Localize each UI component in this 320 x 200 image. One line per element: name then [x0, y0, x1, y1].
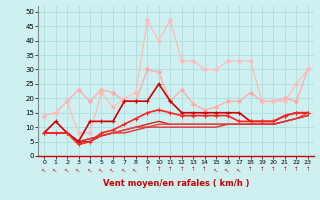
- Text: ↑: ↑: [294, 167, 299, 172]
- Text: ↑: ↑: [271, 167, 276, 172]
- Text: ↑: ↑: [87, 167, 93, 174]
- Text: ↑: ↑: [191, 167, 196, 172]
- Text: ↑: ↑: [75, 167, 82, 174]
- Text: ↑: ↑: [260, 167, 264, 172]
- Text: ↑: ↑: [283, 167, 287, 172]
- Text: ↑: ↑: [98, 167, 105, 174]
- Text: ↑: ↑: [52, 167, 59, 174]
- Text: ↑: ↑: [121, 167, 128, 174]
- Text: ↑: ↑: [236, 167, 243, 174]
- Text: ↑: ↑: [248, 167, 253, 172]
- X-axis label: Vent moyen/en rafales ( km/h ): Vent moyen/en rafales ( km/h ): [103, 179, 249, 188]
- Text: ↑: ↑: [224, 167, 231, 174]
- Text: ↑: ↑: [41, 167, 48, 174]
- Text: ↑: ↑: [168, 167, 172, 172]
- Text: ↑: ↑: [202, 167, 207, 172]
- Text: ↑: ↑: [109, 167, 116, 174]
- Text: ↑: ↑: [180, 167, 184, 172]
- Text: ↑: ↑: [145, 167, 150, 172]
- Text: ↑: ↑: [64, 167, 70, 174]
- Text: ↑: ↑: [132, 167, 139, 174]
- Text: ↑: ↑: [213, 167, 220, 174]
- Text: ↑: ↑: [306, 167, 310, 172]
- Text: ↑: ↑: [156, 167, 161, 172]
